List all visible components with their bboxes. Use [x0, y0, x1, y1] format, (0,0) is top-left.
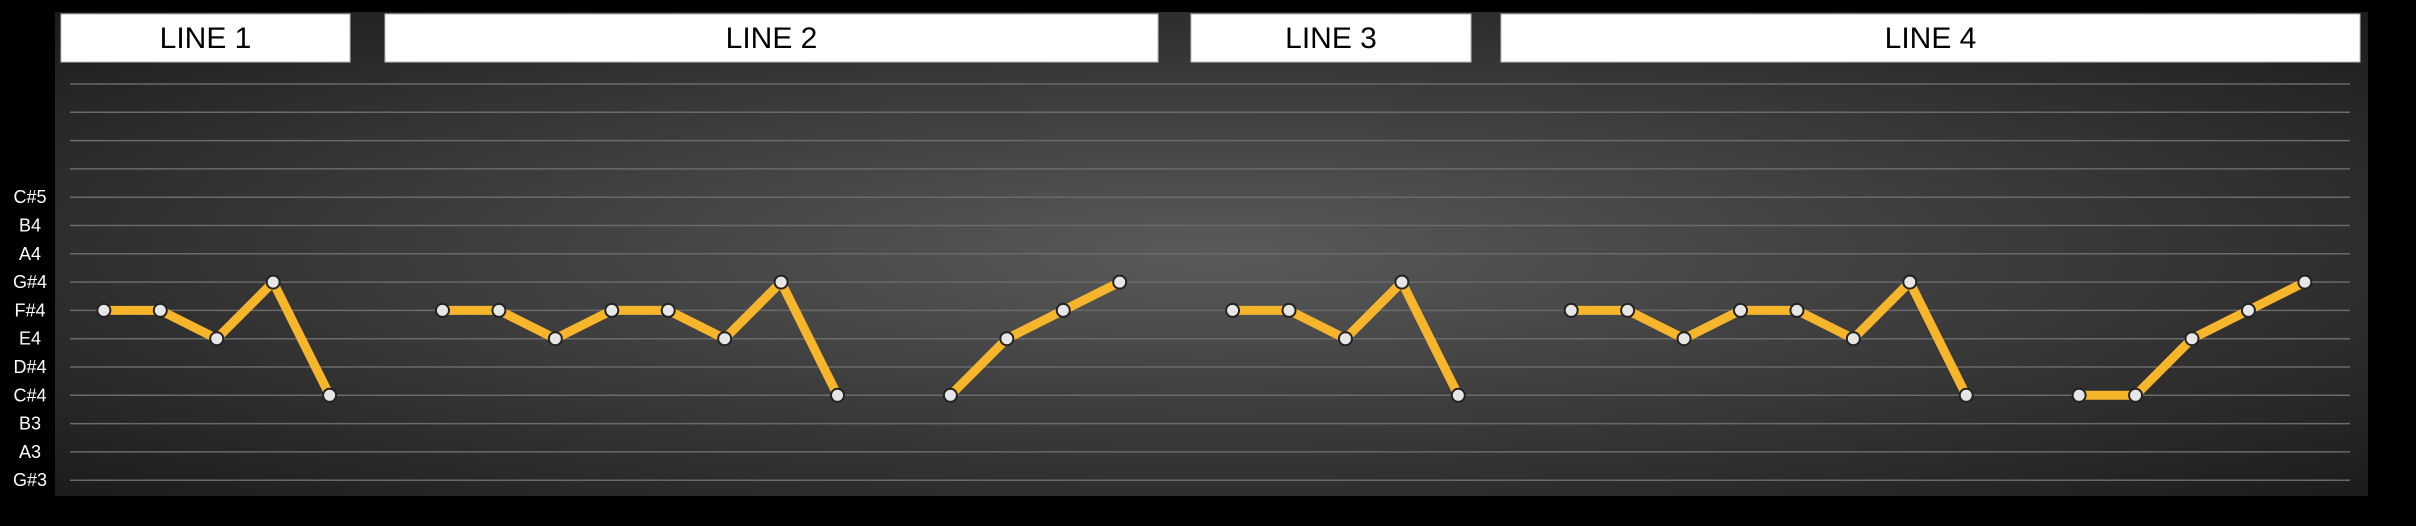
series-point: [547, 331, 563, 347]
y-tick-label: B3: [19, 414, 41, 434]
line-header-3-box: [1190, 13, 1472, 63]
series-point: [830, 387, 846, 403]
line-header-2: LINE 2: [384, 13, 1159, 63]
y-tick-label: A3: [19, 442, 41, 462]
line-header-1-label: LINE 1: [160, 22, 252, 55]
series-point: [660, 302, 676, 318]
line-header-2-label: LINE 2: [726, 22, 818, 55]
series-point: [2128, 387, 2144, 403]
series-point: [717, 331, 733, 347]
series-point: [2240, 302, 2256, 318]
line-header-1: LINE 1: [60, 13, 351, 63]
y-tick-label: E4: [19, 329, 41, 349]
series-point: [322, 387, 338, 403]
y-tick-label: C#5: [13, 187, 46, 207]
series-point: [2184, 331, 2200, 347]
series-point: [773, 274, 789, 290]
series-point: [942, 387, 958, 403]
y-tick-label: D#4: [13, 357, 46, 377]
series-line-5: [1566, 277, 1971, 400]
series-point: [1225, 302, 1241, 318]
series-point: [1112, 274, 1128, 290]
series-point: [1902, 274, 1918, 290]
line-header-4-label: LINE 4: [1885, 22, 1977, 55]
series-point: [1789, 302, 1805, 318]
line-header-1-box: [60, 13, 351, 63]
y-tick-label: A4: [19, 244, 41, 264]
y-tick-label: F#4: [14, 300, 45, 320]
series-point: [1958, 387, 1974, 403]
y-tick-label: G#4: [13, 272, 47, 292]
series-point: [1450, 387, 1466, 403]
line-header-3: LINE 3: [1190, 13, 1472, 63]
series-line-2: [437, 277, 843, 400]
line-header-3-label: LINE 3: [1285, 22, 1377, 55]
line-header-2-box: [384, 13, 1159, 63]
series-point: [209, 331, 225, 347]
series-point: [152, 302, 168, 318]
series-point: [604, 302, 620, 318]
line-header-4-box: [1500, 13, 2361, 63]
series-point: [1676, 331, 1692, 347]
series-markers: [96, 274, 2313, 403]
y-axis-tick-labels: G#3 A3 B3 C#4 D#4 E4 F#4 G#4 A4 B4 C#5: [13, 187, 47, 490]
series-line-3: [945, 277, 1125, 400]
series-point: [1620, 302, 1636, 318]
series-point: [1055, 302, 1071, 318]
series-point: [96, 302, 112, 318]
line-headers: LINE 1 LINE 2 LINE 3 LINE 4: [60, 13, 2361, 63]
series-point: [999, 331, 1015, 347]
series-point: [1394, 274, 1410, 290]
series-point: [1732, 302, 1748, 318]
series-point: [1563, 302, 1579, 318]
series-point: [1845, 331, 1861, 347]
y-tick-label: B4: [19, 216, 41, 236]
y-tick-label: C#4: [13, 385, 46, 405]
series-point: [434, 302, 450, 318]
series-point: [265, 274, 281, 290]
series-point: [491, 302, 507, 318]
y-tick-label: G#3: [13, 470, 47, 490]
series-point: [1337, 331, 1353, 347]
series-point: [1281, 302, 1297, 318]
line-header-4: LINE 4: [1500, 13, 2361, 63]
series-point: [2297, 274, 2313, 290]
series-point: [2071, 387, 2087, 403]
